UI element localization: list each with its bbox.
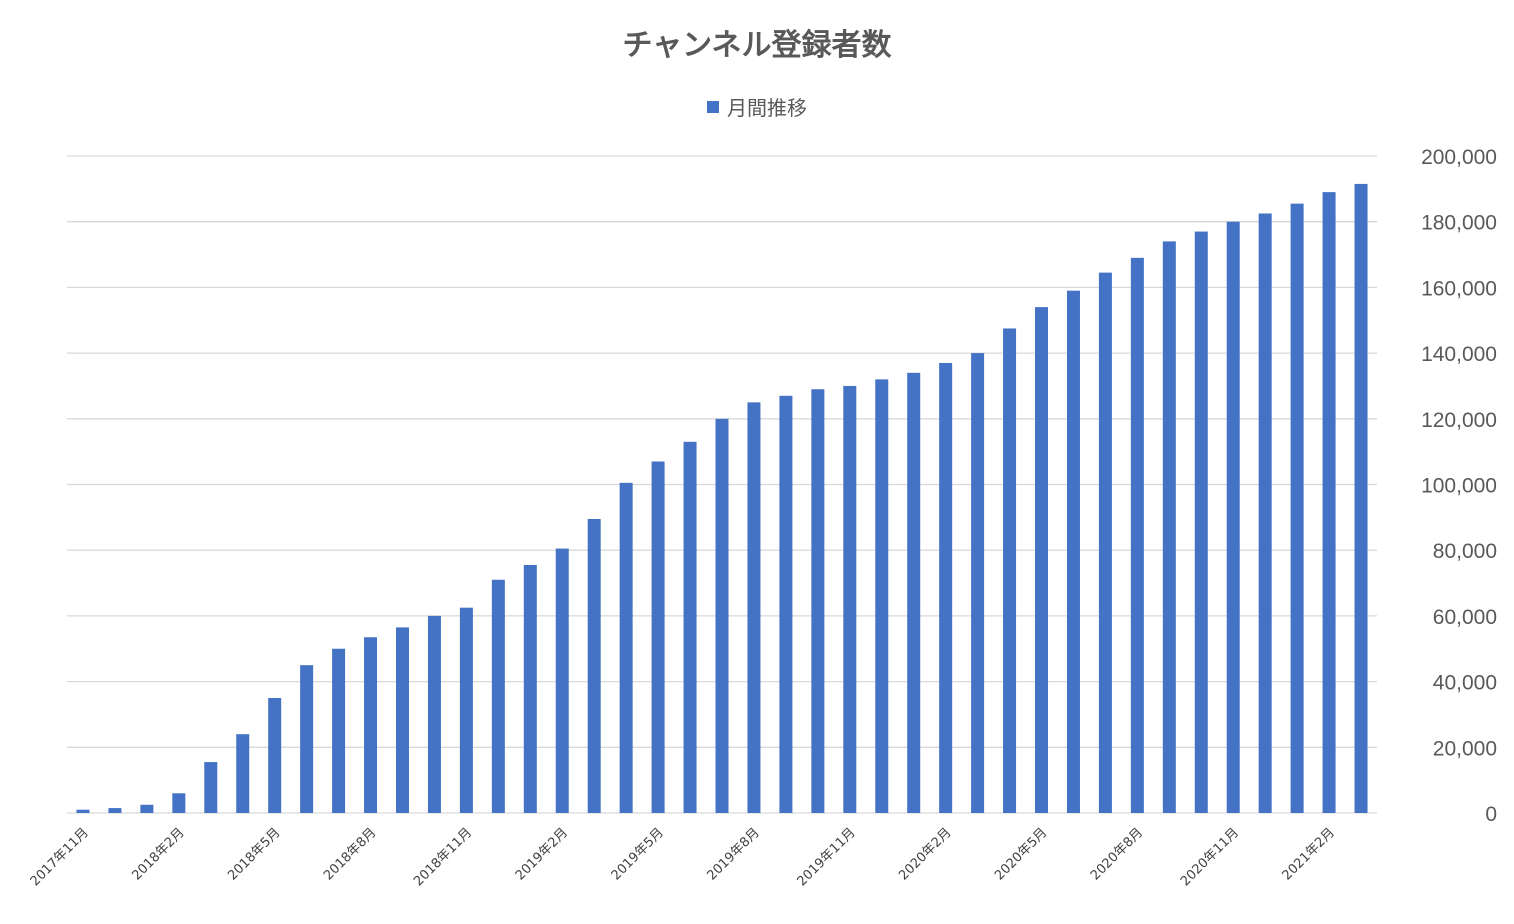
x-tick-label: 2020年2月	[896, 825, 954, 883]
y-tick-label: 40,000	[1433, 672, 1497, 695]
bar	[395, 627, 409, 813]
y-tick-label: 80,000	[1433, 540, 1497, 563]
bar	[1035, 307, 1049, 813]
x-tick-label: 2018年2月	[129, 825, 187, 883]
bar	[1290, 203, 1304, 813]
bar	[1066, 290, 1080, 813]
bar	[779, 395, 793, 813]
bar	[715, 418, 729, 813]
bar	[747, 402, 761, 813]
bar	[268, 698, 282, 813]
bar	[619, 482, 633, 813]
bar	[1130, 257, 1144, 814]
bar	[651, 461, 665, 813]
bar	[875, 379, 889, 813]
bar	[587, 518, 601, 813]
y-tick-label: 200,000	[1421, 146, 1497, 169]
bar	[172, 793, 186, 813]
bar	[236, 734, 250, 813]
legend: 月間推移	[0, 92, 1514, 121]
bar	[459, 607, 473, 813]
bar	[971, 353, 985, 813]
legend-label: 月間推移	[727, 96, 807, 120]
y-tick-label: 160,000	[1421, 277, 1497, 300]
bar	[555, 548, 569, 813]
x-tick-label: 2017年11月	[28, 825, 92, 889]
bar	[204, 762, 218, 813]
bar	[108, 808, 122, 813]
x-tick-label: 2018年5月	[225, 825, 283, 883]
bar	[427, 615, 441, 813]
x-tick-label: 2019年2月	[513, 825, 571, 883]
bar	[364, 637, 378, 813]
y-tick-label: 180,000	[1421, 212, 1497, 235]
y-axis: 0 20,000 40,000 60,000 80,000 100,000 120,000 1…	[1421, 146, 1497, 826]
bar	[939, 362, 953, 813]
bar	[1226, 221, 1240, 813]
bar	[523, 564, 537, 813]
bar	[76, 809, 90, 813]
y-tick-label: 20,000	[1433, 737, 1497, 760]
bar	[1162, 241, 1176, 813]
x-tick-label: 2019年5月	[609, 825, 667, 883]
x-tick-label: 2020年11月	[1178, 825, 1242, 889]
bar	[1003, 328, 1017, 813]
x-tick-label: 2019年8月	[705, 825, 763, 883]
legend-swatch-icon	[707, 100, 719, 113]
bars	[76, 183, 1368, 814]
bar	[1322, 192, 1336, 813]
bar	[332, 648, 346, 813]
bar	[811, 389, 825, 813]
x-tick-label: 2020年8月	[1088, 825, 1146, 883]
x-tick-label: 2018年11月	[411, 825, 475, 889]
bar	[907, 372, 921, 813]
y-tick-label: 60,000	[1433, 606, 1497, 629]
bar	[140, 804, 154, 813]
y-tick-label: 0	[1485, 803, 1497, 826]
bar	[1194, 231, 1208, 813]
y-tick-label: 120,000	[1421, 409, 1497, 432]
chart-title: チャンネル登録者数	[622, 28, 892, 63]
bar	[1258, 213, 1272, 814]
bar	[300, 665, 314, 813]
x-tick-label: 2020年5月	[992, 825, 1050, 883]
x-tick-label: 2021年2月	[1280, 825, 1338, 883]
bar	[491, 579, 505, 813]
y-tick-label: 140,000	[1421, 343, 1497, 366]
bar	[843, 385, 857, 813]
x-axis: 2017年11月 2018年2月 2018年5月 2018年8月 2018年11月 201…	[28, 825, 1338, 889]
x-tick-label: 2019年11月	[795, 825, 859, 889]
bar	[1098, 272, 1112, 813]
bar	[1354, 183, 1368, 814]
x-tick-label: 2018年8月	[321, 825, 379, 883]
bar	[683, 441, 697, 813]
y-tick-label: 100,000	[1421, 475, 1497, 498]
